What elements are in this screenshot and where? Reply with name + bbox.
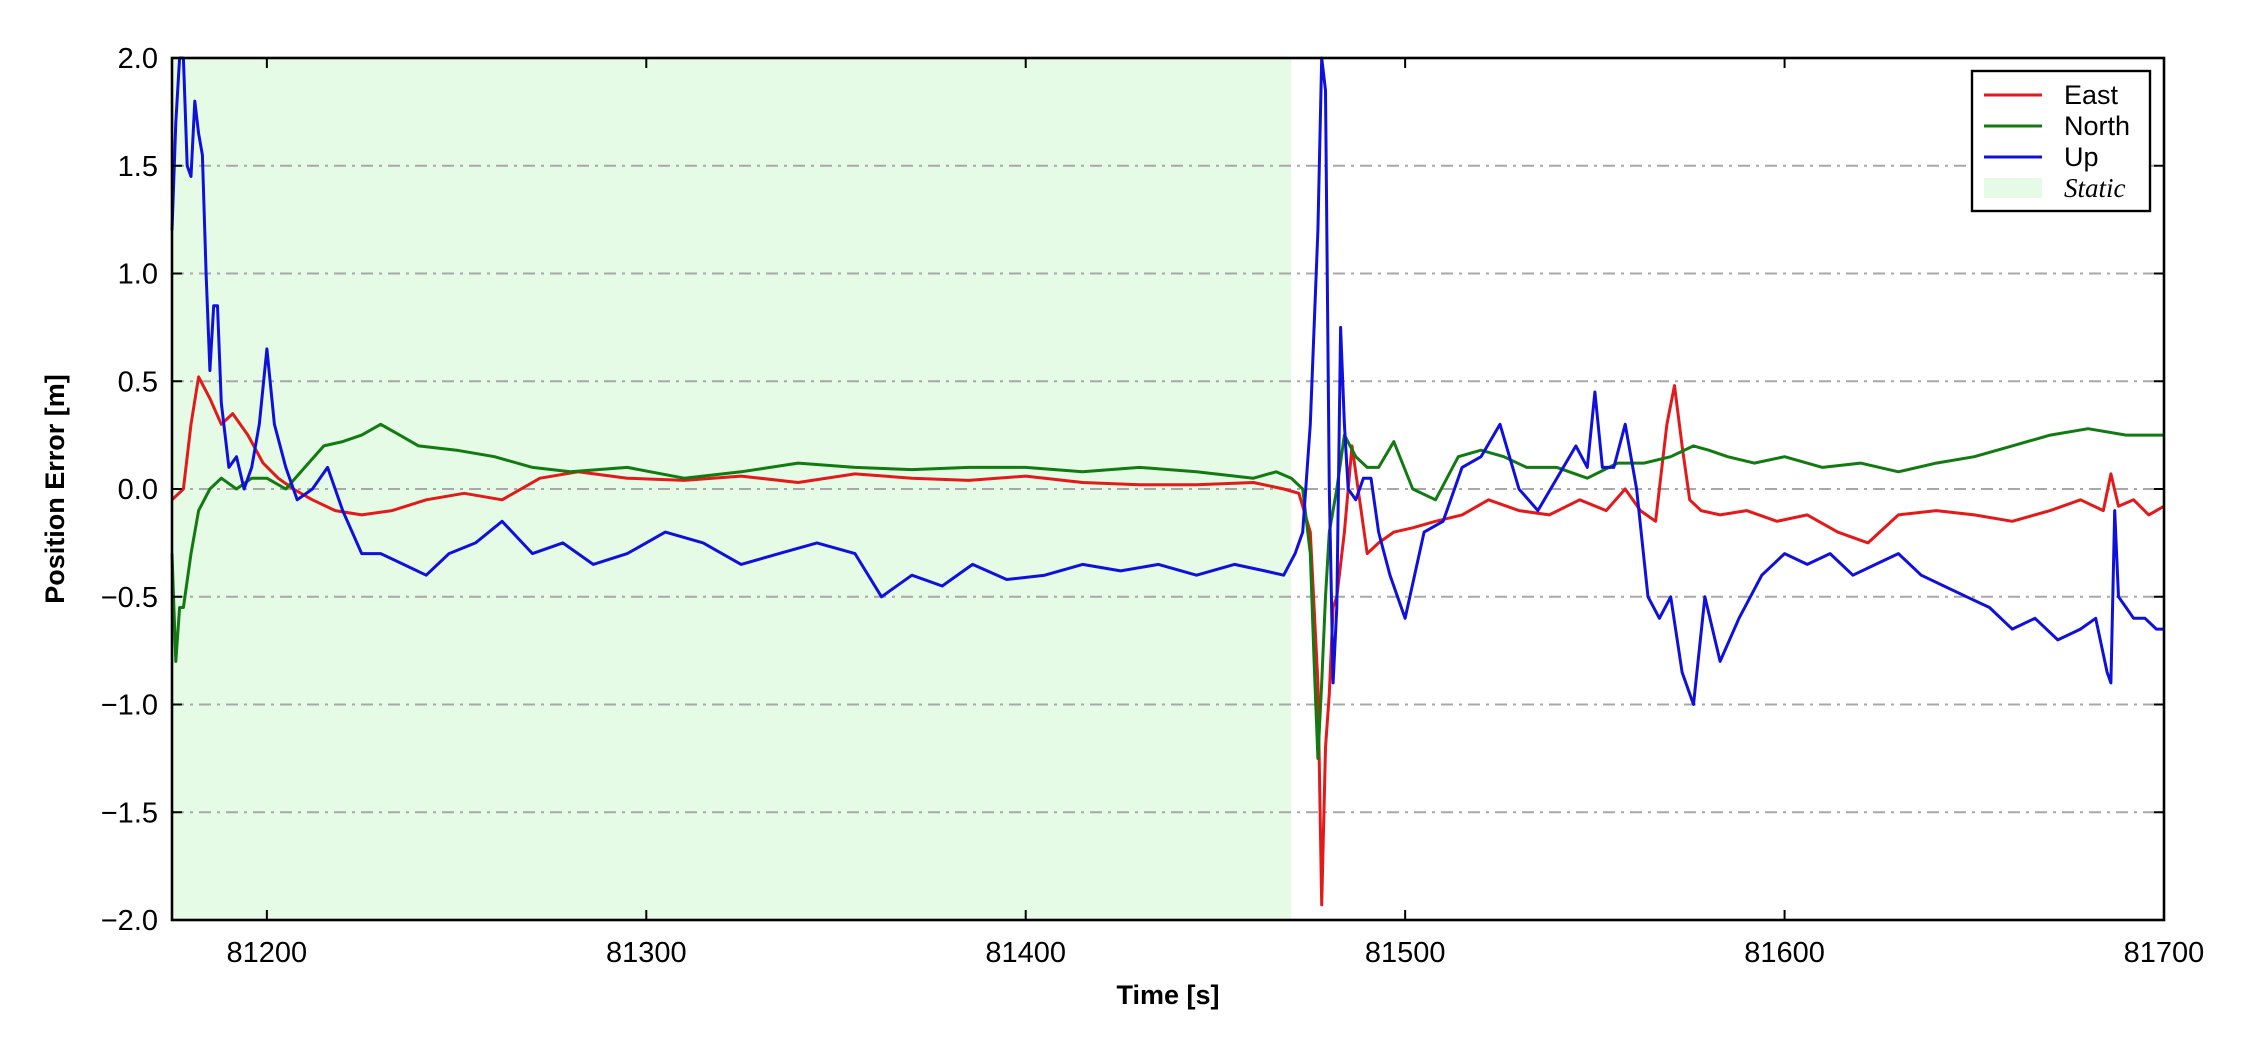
x-tick-label: 81700 bbox=[2124, 937, 2205, 969]
legend-swatch-static bbox=[1984, 178, 2042, 198]
x-tick-label: 81300 bbox=[606, 937, 687, 969]
y-tick-label: 0.5 bbox=[118, 366, 158, 398]
legend-label-north: North bbox=[2064, 111, 2130, 141]
y-tick-label: −2.0 bbox=[101, 905, 158, 937]
x-tick-label: 81500 bbox=[1365, 937, 1446, 969]
y-tick-label: −1.5 bbox=[101, 797, 158, 829]
y-tick-label: 0.0 bbox=[118, 474, 158, 506]
y-tick-label: −1.0 bbox=[101, 690, 158, 722]
legend-label-up: Up bbox=[2064, 142, 2099, 172]
x-tick-label: 81600 bbox=[1744, 937, 1825, 969]
y-tick-label: 1.5 bbox=[118, 151, 158, 183]
series-line-north bbox=[170, 422, 2164, 760]
x-tick-label: 81200 bbox=[227, 937, 308, 969]
x-axis-title: Time [s] bbox=[1116, 980, 1219, 1010]
series-layer bbox=[170, 56, 2165, 907]
y-tick-label: −0.5 bbox=[101, 582, 158, 614]
tick-layer: 81200 81300 81400 81500 81600 81700 −2.0 −1.5 −1… bbox=[101, 43, 2205, 969]
x-tick-label: 81400 bbox=[985, 937, 1066, 969]
legend-label-east: East bbox=[2064, 80, 2119, 110]
series-line-up bbox=[170, 56, 2164, 706]
y-tick-label: 2.0 bbox=[118, 43, 158, 75]
legend-label-static: Static bbox=[2064, 173, 2126, 203]
grid-layer bbox=[172, 164, 2164, 814]
y-axis-title: Position Error [m] bbox=[40, 374, 70, 604]
y-tick-label: 1.0 bbox=[118, 259, 158, 291]
